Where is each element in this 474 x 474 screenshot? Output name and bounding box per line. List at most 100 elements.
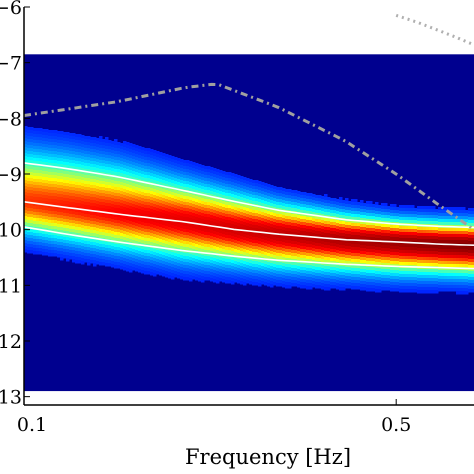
density-cell <box>57 215 61 219</box>
density-cell <box>54 157 58 161</box>
density-cell <box>360 230 364 234</box>
density-cell <box>201 210 205 214</box>
density-cell <box>78 248 82 252</box>
density-cell <box>432 272 436 276</box>
density-cell <box>120 200 124 204</box>
density-cell <box>150 260 154 264</box>
density-cell <box>366 222 370 226</box>
density-cell <box>201 279 205 283</box>
density-cell <box>150 218 154 222</box>
density-cell <box>192 264 196 268</box>
density-cell <box>363 233 367 237</box>
density-cell <box>72 235 76 239</box>
density-cell <box>372 231 376 235</box>
density-cell <box>39 128 43 132</box>
density-cell <box>348 234 352 238</box>
density-cell <box>330 273 334 277</box>
density-cell <box>426 281 430 285</box>
density-cell <box>78 203 82 207</box>
density-cell <box>294 202 298 206</box>
density-cell <box>60 191 64 195</box>
density-cell <box>156 181 160 185</box>
density-cell <box>189 164 193 168</box>
density-cell <box>420 215 424 219</box>
density-cell <box>72 148 76 152</box>
density-cell <box>261 278 265 282</box>
density-cell <box>372 246 376 250</box>
density-cell <box>153 219 157 223</box>
density-cell <box>147 220 151 224</box>
density-cell <box>297 263 301 267</box>
density-cell <box>186 223 190 227</box>
density-cell <box>285 249 289 253</box>
density-cell <box>213 246 217 250</box>
density-cell <box>210 239 214 243</box>
density-cell <box>357 220 361 224</box>
density-cell <box>231 260 235 264</box>
density-cell <box>150 161 154 165</box>
density-cell <box>114 157 118 161</box>
density-cell <box>351 214 355 218</box>
density-cell <box>279 217 283 221</box>
density-cell <box>294 217 298 221</box>
density-cell <box>354 241 358 245</box>
density-cell <box>207 211 211 215</box>
density-cell <box>135 235 139 239</box>
density-cell <box>315 252 319 256</box>
density-cell <box>126 247 130 251</box>
density-cell <box>141 222 145 226</box>
density-cell <box>411 244 415 248</box>
density-cell <box>48 151 52 155</box>
density-cell <box>177 275 181 279</box>
density-cell <box>243 273 247 277</box>
density-cell <box>294 262 298 266</box>
density-cell <box>33 173 37 177</box>
density-cell <box>96 150 100 154</box>
density-cell <box>90 242 94 246</box>
density-cell <box>231 179 235 183</box>
density-cell <box>285 273 289 277</box>
density-cell <box>306 226 310 230</box>
density-cell <box>357 244 361 248</box>
density-cell <box>153 222 157 226</box>
density-cell <box>411 235 415 239</box>
density-cell <box>213 243 217 247</box>
density-cell <box>228 220 232 224</box>
density-cell <box>168 176 172 180</box>
density-cell <box>225 268 229 272</box>
density-cell <box>411 226 415 230</box>
density-cell <box>399 286 403 290</box>
density-cell <box>354 223 358 227</box>
density-cell <box>381 230 385 234</box>
density-cell <box>321 235 325 239</box>
density-cell <box>351 220 355 224</box>
density-cell <box>324 248 328 252</box>
density-cell <box>423 251 427 255</box>
density-cell <box>207 241 211 245</box>
density-cell <box>180 195 184 199</box>
density-cell <box>171 270 175 274</box>
density-cell <box>141 231 145 235</box>
density-cell <box>192 234 196 238</box>
density-cell <box>30 205 34 209</box>
density-cell <box>279 202 283 206</box>
density-cell <box>261 221 265 225</box>
density-cell <box>162 171 166 175</box>
density-cell <box>120 230 124 234</box>
density-cell <box>372 216 376 220</box>
density-cell <box>387 284 391 288</box>
density-cell <box>108 203 112 207</box>
density-cell <box>159 251 163 255</box>
density-cell <box>180 276 184 280</box>
density-cell <box>390 243 394 247</box>
density-cell <box>333 201 337 205</box>
density-cell <box>363 266 367 270</box>
density-cell <box>78 194 82 198</box>
density-cell <box>102 247 106 251</box>
density-cell <box>165 241 169 245</box>
density-cell <box>135 268 139 272</box>
density-cell <box>96 243 100 247</box>
density-cell <box>207 220 211 224</box>
density-cell <box>57 143 61 147</box>
density-cell <box>330 246 334 250</box>
